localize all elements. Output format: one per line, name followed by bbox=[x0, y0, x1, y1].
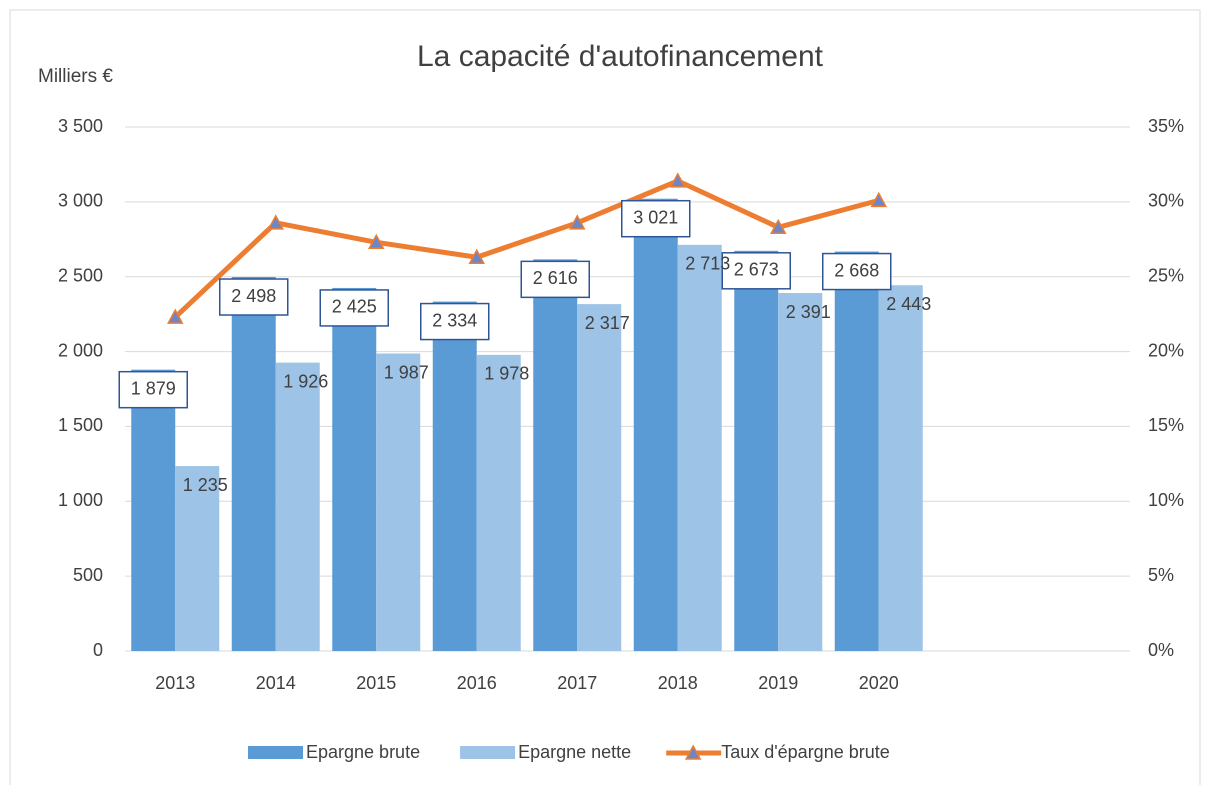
data-label: 2 673 bbox=[734, 260, 779, 280]
data-label: 1 978 bbox=[484, 364, 529, 384]
y2-tick-label: 0% bbox=[1148, 640, 1174, 660]
y2-tick-label: 15% bbox=[1148, 415, 1184, 435]
bar bbox=[834, 251, 879, 651]
bar bbox=[677, 244, 722, 652]
y-tick-label: 3 500 bbox=[58, 116, 103, 136]
x-tick-label: 2013 bbox=[155, 673, 195, 693]
data-label: 2 334 bbox=[432, 310, 477, 330]
data-label-box bbox=[420, 302, 490, 341]
bar bbox=[131, 369, 176, 651]
bar bbox=[577, 304, 622, 651]
line-marker bbox=[769, 218, 787, 235]
bar bbox=[275, 362, 320, 651]
data-label: 3 021 bbox=[633, 207, 678, 227]
legend-label: Epargne brute bbox=[306, 742, 420, 762]
data-label: 2 425 bbox=[332, 297, 377, 317]
legend-swatch bbox=[460, 746, 516, 759]
legend-marker bbox=[684, 744, 702, 760]
data-label: 1 235 bbox=[183, 475, 228, 495]
chart-title: La capacité d'autofinancement bbox=[417, 40, 824, 73]
legend-swatch bbox=[248, 746, 303, 759]
data-label: 1 879 bbox=[131, 378, 176, 398]
y2-tick-label: 10% bbox=[1148, 490, 1184, 510]
y-tick-label: 3 000 bbox=[58, 191, 103, 211]
legend-label: Taux d'épargne brute bbox=[721, 742, 890, 762]
y-tick-label: 1 000 bbox=[58, 490, 103, 510]
y2-tick-label: 5% bbox=[1148, 565, 1174, 585]
bar bbox=[432, 301, 477, 651]
line-marker bbox=[568, 214, 586, 230]
y-tick-label: 2 500 bbox=[58, 265, 103, 285]
data-label-box bbox=[721, 252, 791, 290]
x-tick-label: 2016 bbox=[457, 673, 497, 693]
y2-tick-label: 25% bbox=[1148, 265, 1184, 285]
data-label-box bbox=[319, 289, 389, 327]
bar bbox=[476, 354, 521, 651]
x-tick-label: 2020 bbox=[859, 673, 899, 693]
x-tick-label: 2017 bbox=[557, 673, 597, 693]
data-label: 2 713 bbox=[685, 254, 730, 274]
line-marker bbox=[367, 233, 385, 250]
bar bbox=[231, 277, 276, 651]
data-label: 2 498 bbox=[231, 286, 276, 306]
bar bbox=[878, 285, 923, 651]
y2-tick-label: 20% bbox=[1148, 340, 1184, 360]
y2-tick-label: 30% bbox=[1148, 191, 1184, 211]
bar bbox=[633, 198, 678, 652]
x-tick-label: 2015 bbox=[356, 673, 396, 693]
data-label: 2 616 bbox=[533, 268, 578, 288]
bar bbox=[175, 466, 220, 651]
y2-tick-label: 35% bbox=[1148, 116, 1184, 136]
bar bbox=[778, 293, 823, 651]
y-axis-label: Milliers € bbox=[38, 66, 113, 87]
y-tick-label: 1 500 bbox=[58, 415, 103, 435]
data-label-box bbox=[822, 252, 892, 291]
x-tick-label: 2014 bbox=[256, 673, 296, 693]
data-label: 2 391 bbox=[786, 302, 831, 322]
data-label: 2 668 bbox=[834, 260, 879, 280]
data-label: 1 926 bbox=[283, 371, 328, 391]
line-marker bbox=[870, 191, 888, 208]
line-marker bbox=[267, 214, 285, 230]
x-tick-label: 2018 bbox=[658, 673, 698, 693]
bar bbox=[734, 250, 779, 651]
legend-label: Epargne nette bbox=[518, 742, 631, 762]
line-marker bbox=[468, 248, 486, 265]
x-tick-label: 2019 bbox=[758, 673, 798, 693]
data-label-box bbox=[520, 260, 590, 299]
y-tick-label: 0 bbox=[93, 640, 103, 660]
data-label: 2 317 bbox=[585, 313, 630, 333]
bar bbox=[533, 259, 578, 651]
y-tick-label: 500 bbox=[73, 565, 103, 585]
bar bbox=[332, 287, 377, 651]
line bbox=[173, 178, 880, 319]
line-marker bbox=[669, 172, 687, 188]
data-label-box bbox=[118, 370, 188, 409]
data-label: 2 443 bbox=[886, 294, 931, 314]
data-label: 1 987 bbox=[384, 362, 429, 382]
data-label-box bbox=[219, 278, 289, 316]
data-label-box bbox=[621, 199, 691, 238]
y-tick-label: 2 000 bbox=[58, 340, 103, 360]
bar bbox=[376, 353, 421, 651]
line-marker bbox=[166, 308, 184, 324]
